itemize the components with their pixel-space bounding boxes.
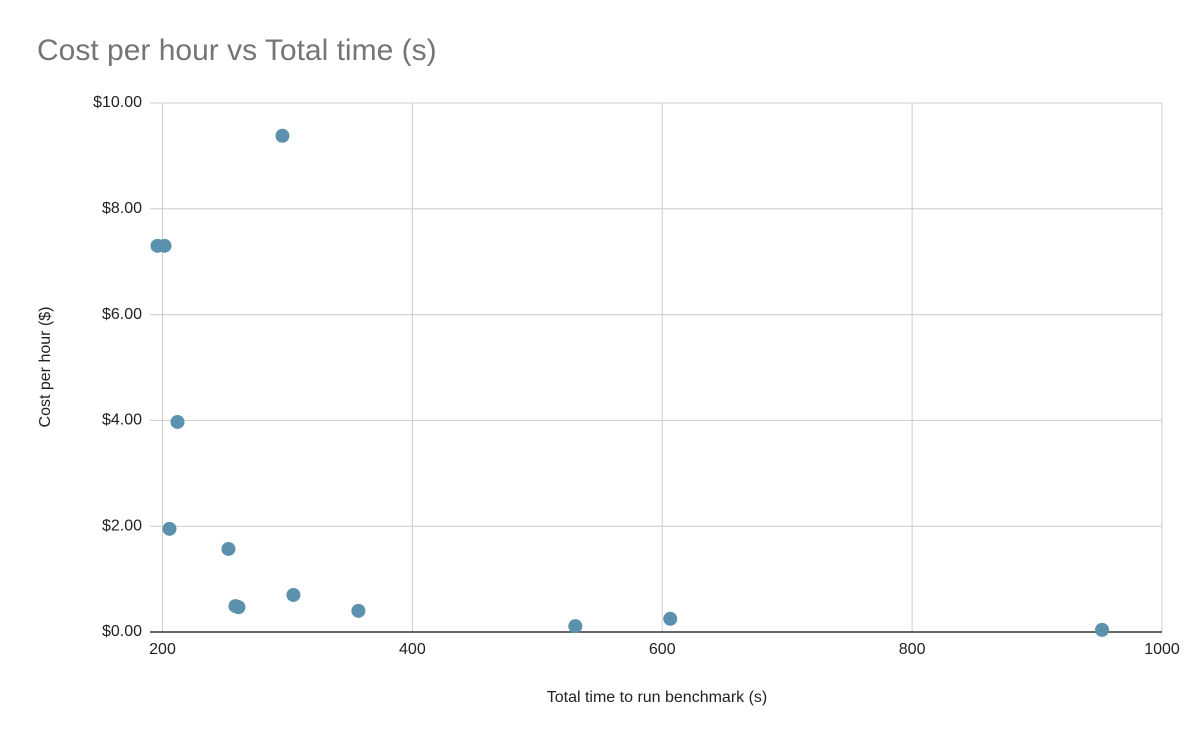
y-tick-label: $10.00 [93,94,142,111]
y-axis-label: Cost per hour ($) [37,307,54,428]
point [286,587,301,602]
y-tick-label: $6.00 [102,306,142,323]
point [351,603,366,618]
x-tick-label: 600 [649,641,676,658]
point [221,541,236,556]
point [1095,622,1110,637]
y-tick-label: $4.00 [102,412,142,429]
y-tick-label: $8.00 [102,200,142,217]
point [275,128,290,143]
y-tick-label: $0.00 [102,623,142,640]
point [568,619,583,634]
point [157,238,172,253]
point [162,521,177,536]
x-tick-label: 200 [149,641,176,658]
point [663,611,678,626]
y-tick-label: $2.00 [102,517,142,534]
x-tick-label: 400 [399,641,426,658]
x-tick-label: 800 [899,641,926,658]
point [231,600,246,615]
x-tick-label: 1000 [1144,641,1180,658]
point [170,414,185,429]
x-axis-label: Total time to run benchmark (s) [547,689,768,706]
chart-title: Cost per hour vs Total time (s) [37,34,437,67]
